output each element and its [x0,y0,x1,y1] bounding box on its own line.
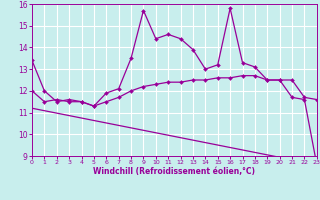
X-axis label: Windchill (Refroidissement éolien,°C): Windchill (Refroidissement éolien,°C) [93,167,255,176]
